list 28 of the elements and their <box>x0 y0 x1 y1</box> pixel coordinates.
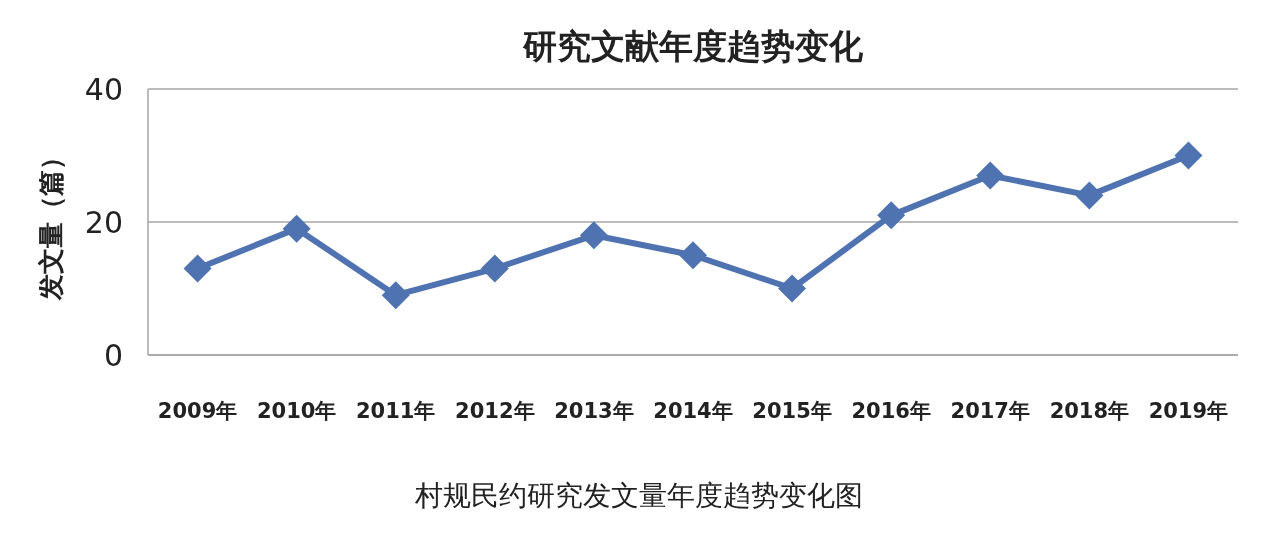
y-tick-label: 40 <box>84 72 123 107</box>
point <box>480 254 509 283</box>
point <box>1174 141 1203 170</box>
x-tick-label: 2011年 <box>356 399 436 423</box>
x-tick-label: 2013年 <box>554 399 634 423</box>
y-tick-label: 0 <box>103 338 123 373</box>
point <box>877 201 906 230</box>
point <box>579 221 608 250</box>
point <box>1075 181 1104 210</box>
point <box>381 281 410 310</box>
y-tick-label: 20 <box>84 205 123 240</box>
x-tick-label: 2019年 <box>1148 399 1229 423</box>
x-tick-label: 2018年 <box>1049 399 1130 423</box>
x-tick-label: 2017年 <box>950 399 1030 423</box>
x-tick-label: 2016年 <box>851 399 931 423</box>
text: 村规民约研究发文量年度趋势变化图 <box>414 479 863 512</box>
x-tick-label: 2010年 <box>256 399 337 423</box>
point <box>282 214 311 243</box>
point <box>679 241 707 270</box>
x-tick-label: 2014年 <box>653 399 733 423</box>
point <box>183 254 212 283</box>
chart-title: 研究文献年度趋势变化 <box>522 26 864 66</box>
x-tick-label: 2012年 <box>455 399 535 423</box>
y-axis-title: 发文量（篇） <box>36 144 66 301</box>
point <box>778 274 807 303</box>
x-tick-label: 2015年 <box>752 399 832 423</box>
point <box>976 161 1005 190</box>
x-tick-label: 2009年 <box>157 399 238 423</box>
